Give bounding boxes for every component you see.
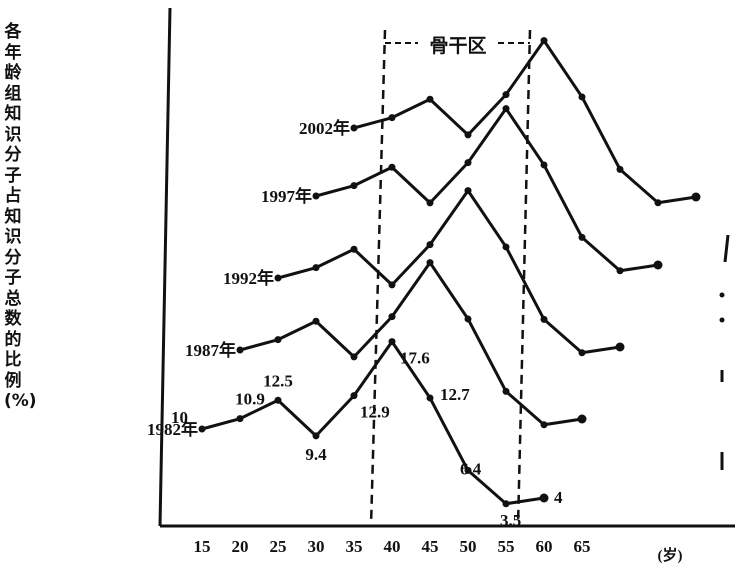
data-point xyxy=(274,274,282,282)
data-point xyxy=(502,243,510,251)
data-point xyxy=(350,353,358,361)
x-tick-labels: 15 20 25 30 35 40 45 50 55 60 65 xyxy=(194,537,591,556)
series-name-label: 1982年 xyxy=(147,419,198,439)
x-tick-label: 30 xyxy=(308,537,325,556)
series-layer: 1982年 1987年 1992年 1997年 2002年 xyxy=(147,37,701,508)
data-point xyxy=(578,93,586,101)
x-tick-label: 55 xyxy=(498,537,515,556)
data-point xyxy=(540,37,548,45)
data-point xyxy=(350,245,358,253)
series-name-label: 2002年 xyxy=(299,118,350,138)
data-label: 17.6 xyxy=(400,349,430,368)
y-axis xyxy=(158,7,172,527)
x-axis-label: (岁) xyxy=(658,546,683,564)
region-left-boundary xyxy=(369,29,387,527)
fragment-dot xyxy=(719,292,725,298)
data-point xyxy=(426,241,434,249)
data-point xyxy=(616,267,624,275)
data-labels: 10 10.912.5 9.4 12.9 17.6 12.7 6.4 3.5 4 xyxy=(171,349,563,530)
data-point xyxy=(312,192,320,200)
series-line xyxy=(353,39,697,205)
data-point xyxy=(388,281,396,289)
data-point xyxy=(388,338,396,346)
series-name-label: 1992年 xyxy=(223,268,274,288)
data-label: 12.7 xyxy=(440,385,470,404)
series-line xyxy=(239,261,583,427)
data-point xyxy=(236,415,244,423)
data-point xyxy=(350,392,358,400)
x-tick-label: 25 xyxy=(270,537,287,556)
data-point xyxy=(388,163,396,171)
fragment-dot xyxy=(719,317,725,323)
data-point xyxy=(198,425,206,433)
x-tick-label: 65 xyxy=(574,537,591,556)
data-point xyxy=(502,387,510,395)
data-point xyxy=(426,259,434,267)
data-point xyxy=(388,114,396,122)
data-point xyxy=(540,161,548,169)
backbone-region: 骨干区 xyxy=(369,29,532,527)
data-point xyxy=(464,187,472,195)
data-point xyxy=(312,264,320,272)
data-point xyxy=(312,317,320,325)
x-tick-label: 45 xyxy=(422,537,439,556)
series-name-label: 1987年 xyxy=(185,340,236,360)
fragment-stroke-top xyxy=(723,234,730,263)
data-point xyxy=(236,346,244,354)
data-point xyxy=(274,336,282,344)
series-name-label: 1997年 xyxy=(261,186,312,206)
data-point xyxy=(426,199,434,207)
data-label: 3.5 xyxy=(500,511,521,530)
data-point xyxy=(502,105,510,113)
data-point xyxy=(653,260,663,270)
data-point xyxy=(539,493,549,503)
data-point xyxy=(691,192,701,202)
x-tick-label: 60 xyxy=(536,537,553,556)
y-axis-label-container: 各年龄组知识分子占知识分子总数的比例(%) xyxy=(4,22,37,522)
data-point xyxy=(312,432,320,440)
data-point xyxy=(616,165,624,173)
data-point xyxy=(502,91,510,99)
data-label: 10 xyxy=(171,408,188,427)
data-point xyxy=(274,396,282,404)
data-label: 6.4 xyxy=(460,459,482,478)
right-edge-fragment xyxy=(719,234,730,470)
x-tick-label: 20 xyxy=(232,537,249,556)
data-point xyxy=(577,414,587,424)
x-tick-label: 35 xyxy=(346,537,363,556)
data-point xyxy=(540,421,548,429)
data-label: 9.4 xyxy=(305,445,327,464)
data-point xyxy=(615,342,625,352)
data-point xyxy=(388,313,396,321)
x-tick-label: 50 xyxy=(460,537,477,556)
series-line xyxy=(277,189,621,355)
data-point xyxy=(540,315,548,323)
data-point xyxy=(464,131,472,139)
data-label: 4 xyxy=(554,488,563,507)
data-point xyxy=(426,394,434,402)
data-point xyxy=(464,159,472,167)
x-tick-label: 40 xyxy=(384,537,401,556)
region-label: 骨干区 xyxy=(429,35,486,57)
data-point xyxy=(502,500,510,508)
axes xyxy=(158,7,735,528)
y-axis-label: 各年龄组知识分子占知识分子总数的比例(%) xyxy=(4,22,37,411)
data-point xyxy=(426,95,434,103)
data-label: 12.9 xyxy=(360,403,390,422)
data-label: 10.9 xyxy=(235,390,265,409)
data-point xyxy=(464,466,472,474)
series-line xyxy=(315,107,659,273)
data-label: 12.5 xyxy=(263,371,293,390)
x-tick-label: 15 xyxy=(194,537,211,556)
data-point xyxy=(578,233,586,241)
data-point xyxy=(350,182,358,190)
data-point xyxy=(350,124,358,132)
series-line xyxy=(201,340,545,506)
data-point xyxy=(654,199,662,207)
data-point xyxy=(464,315,472,323)
region-right-boundary xyxy=(516,29,532,527)
data-point xyxy=(578,349,586,357)
